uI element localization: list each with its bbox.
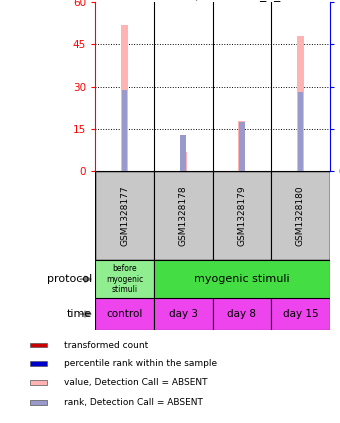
- Bar: [154, 260, 330, 298]
- Text: control: control: [106, 309, 143, 319]
- Text: transformed count: transformed count: [64, 341, 148, 350]
- Text: day 3: day 3: [169, 309, 198, 319]
- Text: percentile rank within the sample: percentile rank within the sample: [64, 359, 217, 368]
- Bar: [121, 25, 128, 171]
- Text: GSM1328179: GSM1328179: [237, 185, 246, 246]
- Bar: [212, 298, 271, 330]
- Text: day 8: day 8: [227, 309, 256, 319]
- Bar: [180, 135, 186, 171]
- Bar: [30, 343, 47, 348]
- Title: GDS5632 / 1555277_a_at: GDS5632 / 1555277_a_at: [133, 0, 292, 1]
- Text: GSM1328177: GSM1328177: [120, 185, 129, 246]
- Text: day 15: day 15: [283, 309, 318, 319]
- Bar: [95, 260, 154, 298]
- Bar: [297, 36, 304, 171]
- Bar: [212, 171, 271, 260]
- Bar: [239, 122, 245, 171]
- Bar: [238, 121, 245, 171]
- Text: GSM1328180: GSM1328180: [296, 185, 305, 246]
- Bar: [30, 400, 47, 405]
- Text: before
myogenic
stimuli: before myogenic stimuli: [106, 264, 143, 294]
- Text: time: time: [67, 309, 92, 319]
- Bar: [180, 151, 187, 171]
- Bar: [30, 380, 47, 385]
- Text: GSM1328178: GSM1328178: [179, 185, 188, 246]
- Bar: [154, 298, 212, 330]
- Bar: [271, 171, 330, 260]
- Text: rank, Detection Call = ABSENT: rank, Detection Call = ABSENT: [64, 398, 203, 407]
- Bar: [154, 171, 212, 260]
- Bar: [95, 171, 154, 260]
- Bar: [122, 90, 128, 171]
- Bar: [271, 298, 330, 330]
- Text: value, Detection Call = ABSENT: value, Detection Call = ABSENT: [64, 378, 207, 387]
- Bar: [95, 298, 154, 330]
- Text: protocol: protocol: [47, 274, 92, 284]
- Bar: [30, 361, 47, 366]
- Bar: [298, 92, 303, 171]
- Text: myogenic stimuli: myogenic stimuli: [194, 274, 290, 284]
